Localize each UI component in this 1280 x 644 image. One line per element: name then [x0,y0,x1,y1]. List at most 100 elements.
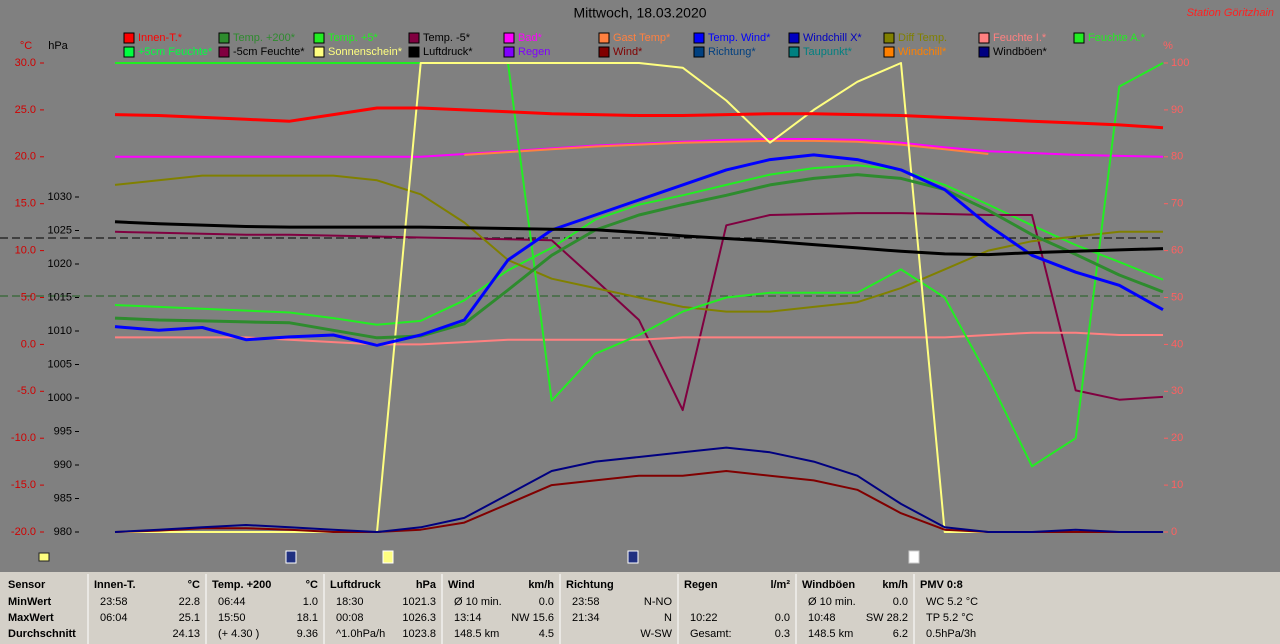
column-header: Wind [448,579,475,591]
series-line [114,220,1164,257]
cell-value: 0.3 [775,628,790,640]
column-unit: hPa [416,579,437,591]
legend-swatch [598,46,610,58]
cell-label: Ø 10 min. [454,596,502,608]
series-line [115,62,1164,468]
y-tick-label: 20.0 [15,151,36,163]
legend-swatch [503,46,515,58]
y-tick-label: 30.0 [15,57,36,69]
y3-tick-label: 1025 [48,224,72,236]
legend-swatch [883,32,895,44]
y3-axis-label: hPa [48,40,68,52]
y3-tick-label: 1015 [48,291,72,303]
y-tick-label: 10.0 [15,245,36,257]
cell-label: 148.5 km [454,628,499,640]
cell-label: 148.5 km [808,628,853,640]
cell-value: 6.2 [893,628,908,640]
legend-label: Gast Temp* [613,32,671,44]
legend-swatch [218,46,230,58]
cell-value: 4.5 [539,628,554,640]
cell-label: (+ 4.30 ) [218,628,259,640]
stats-table: Sensor MinWert MaxWert Durchschnitt Innen-T.… [0,572,1280,644]
legend-label: -5cm Feuchte* [233,46,305,58]
legend-swatch [883,46,895,58]
legend-swatch [503,32,515,44]
legend-swatch [408,32,420,44]
legend-label: Temp. +5* [328,32,379,44]
legend-label: Feuchte I.* [993,32,1047,44]
y2-tick-label: 30 [1171,385,1183,397]
series-line [114,153,1164,347]
row-label: MinWert [8,596,52,608]
column-header: Innen-T. [94,579,136,591]
legend-label: Luftdruck* [423,46,473,58]
cell-value: 22.8 [179,596,200,608]
legend-label: Feuchte A.* [1088,32,1146,44]
legend-swatch [978,32,990,44]
legend-swatch [788,46,800,58]
y2-tick-label: 90 [1171,104,1183,116]
cell-value: 1021.3 [402,596,436,608]
y-tick-label: -5.0 [17,385,36,397]
legend-swatch [313,46,325,58]
station-name: Station Göritzhain [1187,7,1274,19]
icon [382,550,394,564]
y2-tick-label: 60 [1171,245,1183,257]
legend-label: Temp. +200* [233,32,296,44]
legend-swatch [1073,32,1085,44]
y-tick-label: 15.0 [15,198,36,210]
cell-label: 18:30 [336,596,364,608]
cell-value: 0.0 [775,612,790,624]
y2-tick-label: 10 [1171,479,1183,491]
legend-swatch [788,32,800,44]
cell-label: 06:04 [100,612,128,624]
column-unit: l/m² [770,579,790,591]
legend-label: Windchill X* [803,32,862,44]
legend-label: Taupunkt* [803,46,853,58]
series-line [114,164,1164,326]
cell-label: 21:34 [572,612,600,624]
cell-value: 1026.3 [402,612,436,624]
y2-axis-label: % [1163,40,1173,52]
series-line [464,139,989,156]
column-unit: °C [306,579,318,591]
cell-label: ^1.0hPa/h [336,628,385,640]
cell-label: 10:48 [808,612,836,624]
legend-swatch [978,46,990,58]
cell-label: Ø 10 min. [808,596,856,608]
y-tick-label: -10.0 [11,432,36,444]
cell-label: 23:58 [572,596,600,608]
y2-tick-label: 100 [1171,57,1189,69]
column-unit: °C [188,579,200,591]
y2-tick-label: 0 [1171,526,1177,538]
y2-tick-label: 70 [1171,198,1183,210]
legend-label: Regen [518,46,550,58]
cell-value: W-SW [640,628,672,640]
table-background [0,572,1280,644]
column-unit: km/h [882,579,908,591]
weather-icons [38,550,920,564]
icon [627,550,639,564]
legend-label: Temp. Wind* [708,32,771,44]
column-header: PMV 0:8 [920,579,963,591]
cell-value: 18.1 [297,612,318,624]
column-header: Luftdruck [330,579,382,591]
cell-label: 0.5hPa/3h [926,628,976,640]
series-line [114,212,1164,412]
legend-swatch [218,32,230,44]
legend-swatch [408,46,420,58]
y3-tick-label: 985 [54,492,72,504]
cell-label: WC 5.2 °C [926,596,978,608]
cell-label: 10:22 [690,612,718,624]
legend-label: Temp. -5* [423,32,471,44]
legend-label: Bad* [518,32,543,44]
cell-value: 24.13 [172,628,200,640]
cell-label: 15:50 [218,612,246,624]
series-line [114,106,1164,130]
cell-label: 23:58 [100,596,128,608]
cell-label: 00:08 [336,612,364,624]
plot-area: 30.0 25.0 20.0 15.0 10.0 5.0 0.0 -5.0 -10.0 -15.0… [11,57,1189,538]
cell-value: N [664,612,672,624]
legend-label: Windböen* [993,46,1048,58]
